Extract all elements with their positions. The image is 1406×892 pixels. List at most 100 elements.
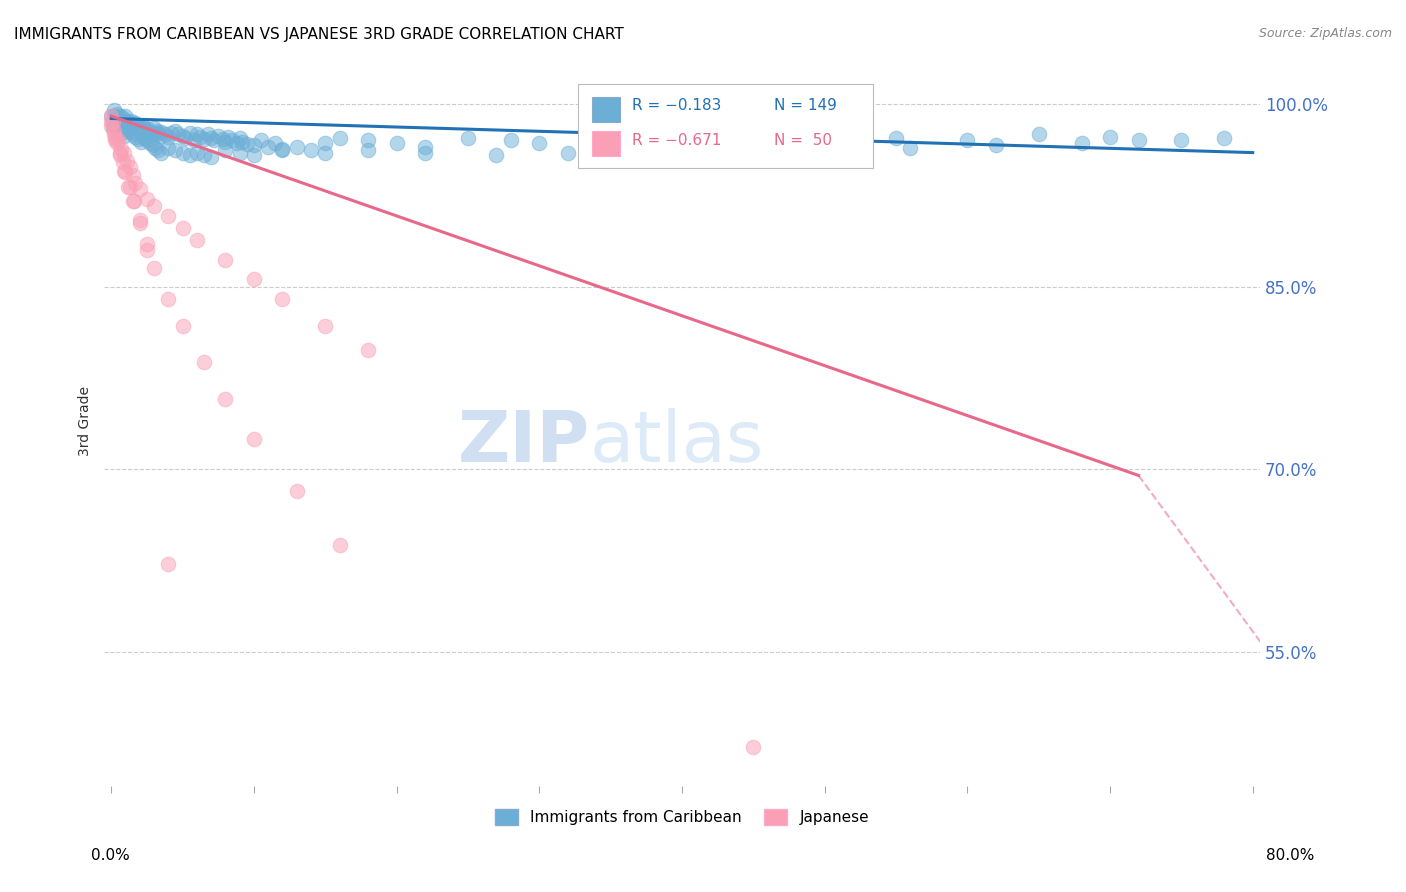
Point: [120, 114, 142, 128]
Point: [121, 128, 143, 142]
Point: [214, 143, 236, 157]
Point: [172, 128, 194, 143]
Point: [314, 318, 336, 333]
Text: ZIP: ZIP: [457, 408, 589, 477]
Point: [104, 119, 127, 133]
Point: [165, 143, 187, 157]
Point: [118, 160, 141, 174]
Point: [118, 125, 141, 139]
Point: [742, 740, 765, 755]
Point: [214, 135, 236, 149]
Point: [243, 138, 266, 153]
Text: IMMIGRANTS FROM CARIBBEAN VS JAPANESE 3RD GRADE CORRELATION CHART: IMMIGRANTS FROM CARIBBEAN VS JAPANESE 3R…: [14, 27, 624, 42]
Point: [1070, 136, 1092, 150]
Point: [214, 392, 236, 406]
Point: [117, 179, 139, 194]
Text: N = 149: N = 149: [775, 98, 838, 113]
Point: [143, 199, 166, 213]
Point: [328, 131, 350, 145]
FancyBboxPatch shape: [578, 85, 873, 169]
Point: [100, 109, 122, 123]
Point: [128, 122, 150, 136]
Point: [221, 133, 243, 147]
Point: [228, 145, 250, 160]
Point: [141, 128, 163, 142]
Point: [103, 109, 125, 123]
Point: [413, 145, 436, 160]
Point: [134, 123, 156, 137]
Point: [174, 131, 197, 145]
Point: [264, 136, 287, 150]
Point: [108, 148, 131, 162]
Point: [110, 126, 132, 140]
Point: [211, 132, 233, 146]
Point: [121, 194, 143, 209]
Point: [108, 109, 131, 123]
Point: [112, 116, 135, 130]
Point: [120, 116, 142, 130]
Point: [112, 128, 135, 143]
Point: [200, 131, 222, 145]
Point: [114, 165, 136, 179]
Point: [186, 128, 208, 142]
Point: [457, 131, 479, 145]
Text: R = −0.671: R = −0.671: [633, 133, 721, 148]
Point: [110, 118, 132, 132]
Point: [132, 121, 155, 136]
Point: [271, 143, 294, 157]
Point: [135, 126, 157, 140]
Point: [143, 128, 166, 142]
Point: [257, 139, 280, 153]
Point: [193, 132, 215, 146]
Point: [121, 168, 143, 182]
Point: [128, 121, 150, 136]
Point: [285, 484, 308, 499]
Point: [103, 128, 125, 142]
Point: [141, 126, 163, 140]
Point: [112, 164, 135, 178]
Point: [105, 136, 128, 150]
Point: [125, 120, 148, 134]
Point: [299, 143, 322, 157]
Point: [217, 129, 239, 144]
Point: [243, 272, 266, 286]
Point: [105, 119, 128, 133]
Point: [157, 558, 180, 572]
Point: [114, 114, 136, 128]
Point: [122, 120, 145, 134]
Point: [135, 237, 157, 252]
Point: [385, 136, 408, 150]
Point: [127, 132, 149, 146]
Point: [118, 118, 141, 132]
Text: N =  50: N = 50: [775, 133, 832, 148]
Point: [107, 123, 129, 137]
Point: [138, 136, 160, 150]
Point: [148, 143, 170, 157]
Point: [122, 118, 145, 132]
Point: [132, 131, 155, 145]
Point: [271, 292, 294, 306]
Point: [202, 133, 225, 147]
Point: [114, 109, 136, 123]
Point: [728, 141, 751, 155]
Point: [231, 135, 253, 149]
Point: [129, 123, 152, 137]
Point: [167, 128, 190, 142]
Point: [149, 128, 172, 143]
Point: [136, 125, 159, 139]
Point: [179, 126, 201, 140]
Point: [146, 123, 169, 137]
Point: [165, 123, 187, 137]
Text: R = −0.183: R = −0.183: [633, 98, 721, 113]
Point: [105, 106, 128, 120]
Point: [101, 121, 124, 136]
Point: [228, 131, 250, 145]
Point: [357, 143, 380, 157]
Point: [136, 122, 159, 136]
Point: [150, 125, 173, 139]
Point: [1099, 129, 1122, 144]
Point: [117, 115, 139, 129]
Point: [884, 131, 907, 145]
Point: [103, 103, 125, 117]
Point: [101, 115, 124, 129]
